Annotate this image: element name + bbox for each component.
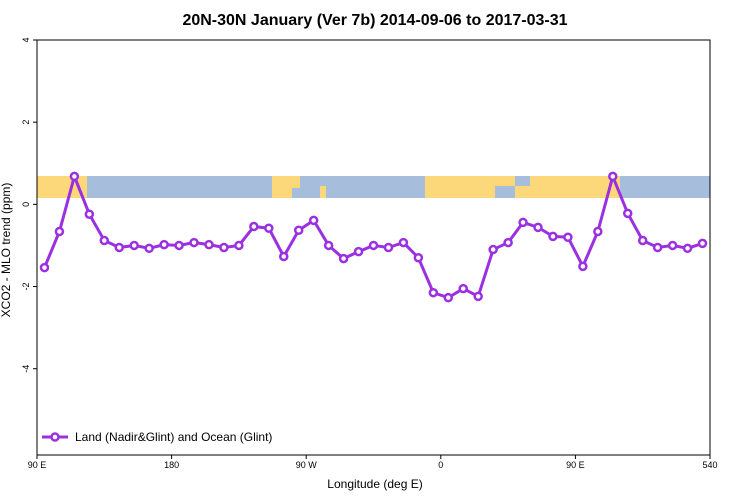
point [353,246,364,257]
point [458,283,468,294]
point [264,223,274,233]
x-tick-label: 90 E [566,460,585,470]
point [488,244,498,255]
point [398,237,409,248]
x-tick-label: 0 [438,460,443,470]
point [69,171,80,182]
map-strip [37,176,710,198]
point [204,239,214,250]
point [608,171,618,182]
y-axis-label: XCO2 - MLO trend (ppm) [0,183,13,318]
point [443,292,454,303]
point [219,242,229,253]
point [652,242,663,253]
point [338,253,349,264]
point [637,235,648,246]
point [323,240,334,251]
point [159,239,169,250]
chart-title: 20N-30N January (Ver 7b) 2014-09-06 to 2… [182,12,567,29]
point [383,242,394,253]
point [308,215,319,226]
x-tick-label: 180 [164,460,179,470]
point [578,261,588,272]
y-tick-label: 0 [21,202,31,207]
y-tick-label: -2 [21,283,31,291]
legend-label: Land (Nadir&Glint) and Ocean (Glint) [75,430,272,444]
point [293,225,304,235]
point [249,221,259,232]
x-tick-label: 540 [702,460,717,470]
x-tick-label: 90 E [28,460,47,470]
point [518,217,528,228]
point [473,291,483,302]
point [84,209,95,219]
point [54,226,65,237]
point [114,242,125,253]
point [682,243,693,254]
point [697,238,708,249]
x-tick-label: 90 W [296,460,318,470]
point [622,208,633,219]
point [234,240,244,251]
point [503,237,513,248]
point [279,251,289,262]
point [174,240,184,251]
x-axis-label: Longitude (deg E) [327,477,422,491]
point [548,231,558,242]
point [413,253,424,263]
point [189,237,199,248]
point [667,240,678,251]
point [39,262,50,273]
point [129,240,139,251]
y-tick-label: 4 [21,37,31,42]
point [99,235,110,246]
point [533,222,543,233]
point [563,232,573,242]
legend-marker [50,432,60,442]
point [593,226,603,237]
point [428,287,439,298]
point [368,240,379,251]
point [144,243,154,254]
y-tick-label: 2 [21,120,31,125]
plot-frame [36,39,711,456]
y-tick-label: -4 [21,365,31,373]
